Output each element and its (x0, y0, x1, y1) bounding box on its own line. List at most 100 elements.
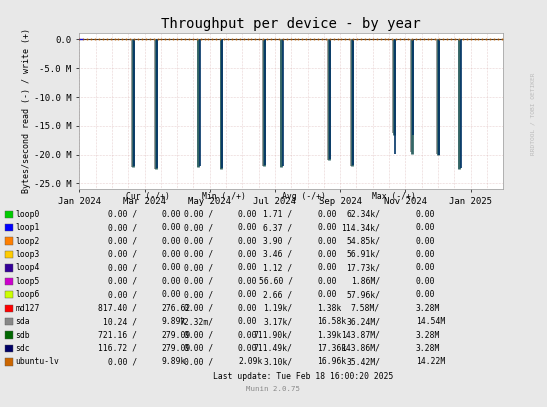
Text: loop0: loop0 (15, 210, 40, 219)
Text: 14.54M: 14.54M (416, 317, 445, 326)
Text: sdc: sdc (15, 344, 30, 353)
Text: 16.96k: 16.96k (317, 357, 346, 366)
Text: 0.00: 0.00 (416, 250, 435, 259)
Text: 3.28M: 3.28M (416, 344, 440, 353)
Text: 0.00: 0.00 (317, 210, 337, 219)
Text: 17.73k/: 17.73k/ (346, 263, 380, 272)
Text: RRDTOOL / TOBI OETIKER: RRDTOOL / TOBI OETIKER (531, 73, 536, 155)
Text: 0.00 /: 0.00 / (184, 277, 213, 286)
Text: 0.00 /: 0.00 / (184, 210, 213, 219)
Text: 0.00: 0.00 (416, 236, 435, 245)
Text: 9.89k: 9.89k (161, 357, 186, 366)
Text: 2.66 /: 2.66 / (264, 290, 293, 299)
Text: 0.00: 0.00 (238, 210, 258, 219)
Text: 0.00 /: 0.00 / (184, 304, 213, 313)
Text: 0.00: 0.00 (161, 223, 181, 232)
Text: 0.00: 0.00 (238, 290, 258, 299)
Text: 0.00: 0.00 (317, 250, 337, 259)
Text: 0.00 /: 0.00 / (184, 357, 213, 366)
Text: ubuntu-lv: ubuntu-lv (15, 357, 59, 366)
Text: 0.00: 0.00 (238, 250, 258, 259)
Text: 0.00: 0.00 (161, 250, 181, 259)
Text: sdb: sdb (15, 330, 30, 339)
Text: md127: md127 (15, 304, 40, 313)
Text: 1.19k/: 1.19k/ (264, 304, 293, 313)
Text: 56.60 /: 56.60 / (259, 277, 293, 286)
Text: 0.00: 0.00 (317, 290, 337, 299)
Text: 0.00 /: 0.00 / (108, 277, 137, 286)
Text: 3.90 /: 3.90 / (264, 236, 293, 245)
Text: 3.28M: 3.28M (416, 330, 440, 339)
Text: Avg (-/+): Avg (-/+) (282, 193, 325, 201)
Text: 0.00: 0.00 (416, 263, 435, 272)
Text: 0.00: 0.00 (238, 223, 258, 232)
Text: loop4: loop4 (15, 263, 40, 272)
Text: Min (-/+): Min (-/+) (202, 193, 246, 201)
Text: 711.90k/: 711.90k/ (254, 330, 293, 339)
Text: 711.49k/: 711.49k/ (254, 344, 293, 353)
Text: 36.24M/: 36.24M/ (346, 317, 380, 326)
Text: 54.85k/: 54.85k/ (346, 236, 380, 245)
Text: 817.40 /: 817.40 / (98, 304, 137, 313)
Text: 279.09: 279.09 (161, 330, 190, 339)
Text: 0.00 /: 0.00 / (184, 236, 213, 245)
Text: Munin 2.0.75: Munin 2.0.75 (247, 387, 300, 392)
Text: 62.34k/: 62.34k/ (346, 210, 380, 219)
Text: 72.32m/: 72.32m/ (179, 317, 213, 326)
Text: 276.62: 276.62 (161, 304, 190, 313)
Title: Throughput per device - by year: Throughput per device - by year (161, 18, 421, 31)
Text: 0.00 /: 0.00 / (184, 223, 213, 232)
Text: 0.00 /: 0.00 / (108, 223, 137, 232)
Text: 0.00: 0.00 (238, 304, 258, 313)
Text: 0.00: 0.00 (161, 277, 181, 286)
Text: 0.00 /: 0.00 / (108, 263, 137, 272)
Text: 0.00: 0.00 (238, 317, 258, 326)
Text: 721.16 /: 721.16 / (98, 330, 137, 339)
Text: 0.00: 0.00 (317, 277, 337, 286)
Text: Cur (-/+): Cur (-/+) (126, 193, 170, 201)
Text: 116.72 /: 116.72 / (98, 344, 137, 353)
Text: 10.24 /: 10.24 / (103, 317, 137, 326)
Text: 279.09: 279.09 (161, 344, 190, 353)
Text: 0.00 /: 0.00 / (108, 250, 137, 259)
Text: 6.37 /: 6.37 / (264, 223, 293, 232)
Text: 0.00 /: 0.00 / (108, 290, 137, 299)
Text: 0.00: 0.00 (161, 210, 181, 219)
Text: 0.00 /: 0.00 / (184, 330, 213, 339)
Text: 0.00: 0.00 (238, 277, 258, 286)
Text: 0.00 /: 0.00 / (184, 263, 213, 272)
Text: 0.00 /: 0.00 / (184, 290, 213, 299)
Text: 0.00: 0.00 (238, 263, 258, 272)
Text: sda: sda (15, 317, 30, 326)
Text: 0.00: 0.00 (416, 290, 435, 299)
Text: Max (-/+): Max (-/+) (372, 193, 416, 201)
Text: 143.86M/: 143.86M/ (341, 344, 380, 353)
Text: 0.00: 0.00 (238, 344, 258, 353)
Text: 0.00 /: 0.00 / (108, 236, 137, 245)
Text: Last update: Tue Feb 18 16:00:20 2025: Last update: Tue Feb 18 16:00:20 2025 (213, 372, 394, 381)
Text: 0.00: 0.00 (238, 236, 258, 245)
Text: 0.00 /: 0.00 / (184, 250, 213, 259)
Text: 0.00: 0.00 (416, 210, 435, 219)
Text: 0.00: 0.00 (317, 223, 337, 232)
Text: 0.00: 0.00 (161, 290, 181, 299)
Text: 0.00: 0.00 (161, 263, 181, 272)
Text: 0.00 /: 0.00 / (108, 357, 137, 366)
Text: loop1: loop1 (15, 223, 40, 232)
Text: 1.38k: 1.38k (317, 304, 342, 313)
Text: 0.00: 0.00 (317, 263, 337, 272)
Text: 57.96k/: 57.96k/ (346, 290, 380, 299)
Text: loop2: loop2 (15, 236, 40, 245)
Text: 0.00: 0.00 (317, 236, 337, 245)
Text: 0.00: 0.00 (161, 236, 181, 245)
Text: 1.39k: 1.39k (317, 330, 342, 339)
Text: 3.10k/: 3.10k/ (264, 357, 293, 366)
Text: 16.58k: 16.58k (317, 317, 346, 326)
Text: loop5: loop5 (15, 277, 40, 286)
Text: 9.89k: 9.89k (161, 317, 186, 326)
Text: 0.00 /: 0.00 / (184, 344, 213, 353)
Text: 1.12 /: 1.12 / (264, 263, 293, 272)
Text: 7.58M/: 7.58M/ (351, 304, 380, 313)
Text: 3.28M: 3.28M (416, 304, 440, 313)
Y-axis label: Bytes/second read (-) / write (+): Bytes/second read (-) / write (+) (22, 28, 31, 193)
